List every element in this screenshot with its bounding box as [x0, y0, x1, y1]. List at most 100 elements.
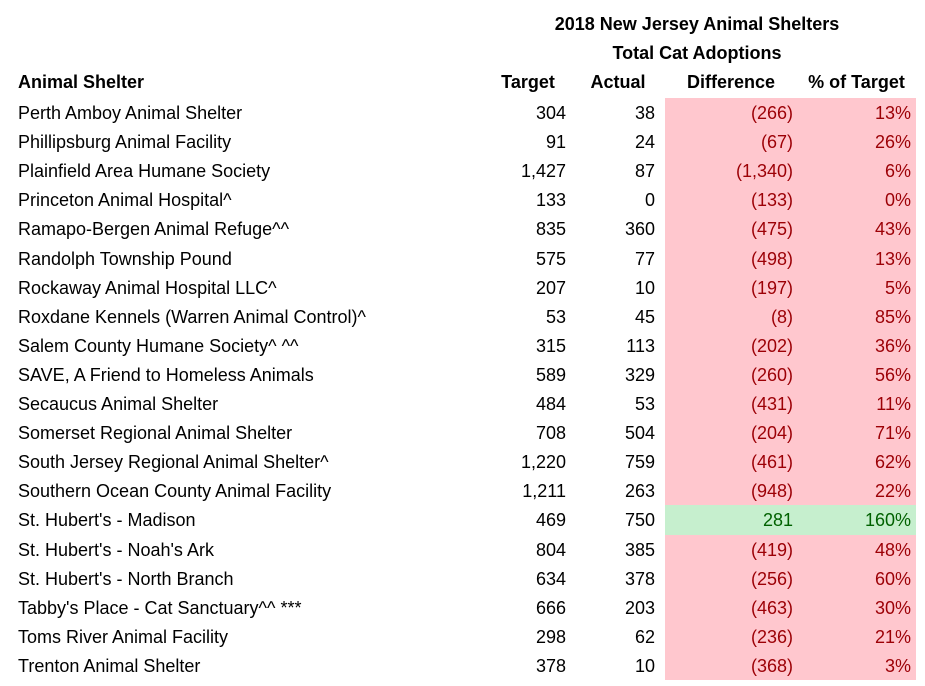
highlight-cell — [665, 534, 916, 565]
column-header: Animal Shelter — [18, 72, 145, 92]
cell: 160% — [864, 510, 911, 531]
cell: 575 — [535, 248, 566, 269]
cell: 203 — [624, 597, 655, 618]
cell: (461) — [750, 452, 793, 473]
cell: 759 — [624, 452, 655, 473]
cell: 329 — [624, 364, 655, 385]
column-header: % of Target — [808, 72, 905, 92]
highlight-cell — [665, 592, 916, 623]
cell: (266) — [750, 103, 793, 123]
title-line-1: 2018 New Jersey Animal Shelters — [554, 14, 840, 34]
column-header: Target — [501, 72, 555, 92]
shelter-name: Southern Ocean County Animal Facility — [18, 481, 332, 502]
cell: 113 — [626, 335, 655, 356]
cell: (1,340) — [735, 161, 793, 182]
highlight-cell — [665, 389, 916, 419]
shelter-name: Roxdane Kennels (Warren Animal Control)^ — [18, 306, 366, 327]
highlight-cell — [665, 98, 916, 128]
cell: 38 — [634, 103, 655, 123]
highlight-cell — [665, 359, 916, 390]
cell: 13% — [874, 248, 911, 269]
shelter-name: Tabby's Place - Cat Sanctuary^^ *** — [18, 597, 302, 618]
shelter-name: Ramapo-Bergen Animal Refuge^^ — [18, 219, 290, 240]
column-header: Actual — [590, 72, 646, 92]
cell: 708 — [535, 423, 566, 444]
shelter-name: Trenton Animal Shelter — [18, 655, 201, 676]
cell: 835 — [535, 219, 566, 240]
cell: 6% — [884, 161, 911, 182]
highlight-cell — [665, 127, 916, 157]
cell: 30% — [874, 597, 911, 618]
cell: 24 — [634, 132, 655, 153]
cell: 385 — [624, 539, 655, 560]
cell: 281 — [762, 510, 793, 531]
cell: (948) — [750, 481, 793, 502]
shelter-name: Phillipsburg Animal Facility — [18, 132, 232, 153]
highlight-cell — [665, 214, 916, 244]
cell: 53 — [545, 306, 566, 327]
shelter-name: Perth Amboy Animal Shelter — [18, 103, 243, 123]
highlight-cell — [665, 505, 916, 535]
cell: 71% — [874, 423, 911, 444]
cell: (67) — [760, 132, 793, 153]
shelter-name: St. Hubert's - Noah's Ark — [18, 539, 214, 560]
highlight-cell — [665, 330, 916, 361]
cell: 469 — [535, 510, 566, 531]
cell: 85% — [874, 306, 911, 327]
cell: 22% — [874, 481, 911, 502]
cell: (197) — [750, 277, 793, 298]
cell: 60% — [874, 568, 911, 589]
highlight-cell — [665, 476, 916, 506]
cell: 378 — [624, 568, 655, 589]
cell: 0% — [884, 190, 911, 211]
cell: 48% — [874, 539, 911, 560]
shelter-name: Secaucus Animal Shelter — [18, 394, 219, 414]
cell: 589 — [535, 364, 566, 385]
cell: 634 — [535, 568, 566, 589]
cell: 45 — [634, 306, 655, 327]
cell: 666 — [535, 597, 566, 618]
cell: 21% — [874, 626, 911, 647]
cell: 207 — [535, 277, 566, 298]
cell: (260) — [750, 364, 793, 385]
highlight-cell — [665, 621, 916, 652]
cell: 804 — [535, 539, 566, 560]
cell: 43% — [874, 219, 911, 240]
cell: (368) — [750, 655, 793, 676]
column-header: Difference — [686, 72, 776, 92]
cell: 750 — [624, 510, 655, 531]
title-line-2: Total Cat Adoptions — [612, 43, 782, 63]
cell: 62 — [634, 626, 655, 647]
cell: 11% — [876, 394, 911, 414]
cell: 484 — [535, 394, 566, 414]
highlight-cell — [665, 156, 916, 186]
cell: 1,427 — [520, 161, 566, 182]
cell: (419) — [750, 539, 793, 560]
shelter-name: St. Hubert's - North Branch — [18, 568, 234, 589]
highlight-cell — [665, 563, 916, 594]
cell: (498) — [750, 248, 793, 269]
cell: 10 — [634, 277, 655, 298]
cell: (475) — [750, 219, 793, 240]
cell: 62% — [874, 452, 911, 473]
cell: (133) — [750, 190, 793, 211]
shelter-name: Salem County Humane Society^ ^^ — [18, 335, 299, 356]
shelter-name: SAVE, A Friend to Homeless Animals — [18, 364, 314, 385]
cell: 26% — [874, 132, 911, 153]
shelter-name: Plainfield Area Humane Society — [18, 161, 271, 182]
cell: 53 — [634, 394, 655, 414]
highlight-cell — [665, 447, 916, 477]
cell: 56% — [874, 364, 911, 385]
highlight-cell — [665, 418, 916, 448]
cell: 13% — [874, 103, 911, 123]
shelter-name: South Jersey Regional Animal Shelter^ — [18, 452, 329, 473]
shelter-name: Toms River Animal Facility — [18, 626, 229, 647]
cell: 36% — [874, 335, 911, 356]
cell: 263 — [624, 481, 655, 502]
cell: 1,220 — [520, 452, 566, 473]
cell: (431) — [750, 394, 793, 414]
highlight-cell — [665, 272, 916, 303]
cell: 91 — [545, 132, 566, 153]
cell: (463) — [750, 597, 793, 618]
